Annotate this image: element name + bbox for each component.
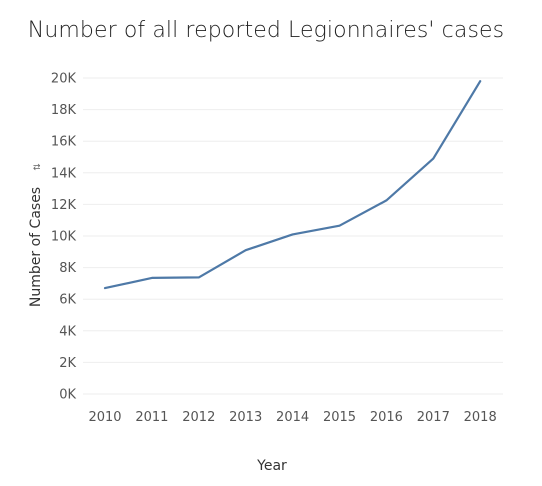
x-tick-label: 2012 (182, 410, 215, 425)
y-tick-label: 6K (59, 293, 76, 308)
sort-icon[interactable]: ⇅ (33, 163, 43, 171)
y-tick-label: 20K (51, 72, 77, 87)
y-tick-label: 16K (51, 135, 77, 150)
series-line[interactable] (103, 80, 482, 290)
data-point[interactable] (429, 155, 437, 163)
y-axis-ticks: 0K 2K 4K 6K 8K 10K 12K 14K 16K 18K 20K (51, 72, 77, 403)
y-axis-title-group: Number of Cases ⇅ (28, 163, 44, 307)
x-tick-label: 2018 (464, 410, 497, 425)
x-tick-label: 2016 (370, 410, 403, 425)
gridlines (83, 77, 503, 395)
x-tick-label: 2013 (229, 410, 262, 425)
data-point[interactable] (336, 222, 344, 230)
y-tick-label: 4K (59, 324, 76, 339)
data-point[interactable] (242, 246, 250, 254)
y-tick-label: 10K (51, 230, 77, 245)
y-tick-label: 2K (59, 356, 76, 371)
data-point[interactable] (382, 196, 390, 204)
x-tick-label: 2017 (417, 410, 450, 425)
y-tick-label: 14K (51, 166, 77, 181)
x-axis-ticks: 2010 2011 2012 2013 2014 2015 2016 2017 2018 (88, 410, 496, 425)
data-point[interactable] (101, 284, 109, 292)
x-axis-title: Year (256, 458, 287, 474)
y-tick-label: 0K (59, 388, 76, 403)
x-tick-label: 2010 (88, 410, 121, 425)
x-tick-label: 2011 (135, 410, 168, 425)
x-tick-label: 2015 (323, 410, 356, 425)
data-point[interactable] (148, 274, 156, 282)
data-point[interactable] (476, 77, 484, 85)
y-tick-label: 8K (59, 261, 76, 276)
chart-title: Number of all reported Legionnaires' cas… (27, 18, 505, 43)
series (101, 77, 484, 292)
data-point[interactable] (289, 230, 297, 238)
x-tick-label: 2014 (276, 410, 309, 425)
y-axis-title: Number of Cases (28, 187, 44, 307)
data-point[interactable] (195, 273, 203, 281)
y-tick-label: 18K (51, 103, 77, 118)
y-tick-label: 12K (51, 198, 77, 213)
